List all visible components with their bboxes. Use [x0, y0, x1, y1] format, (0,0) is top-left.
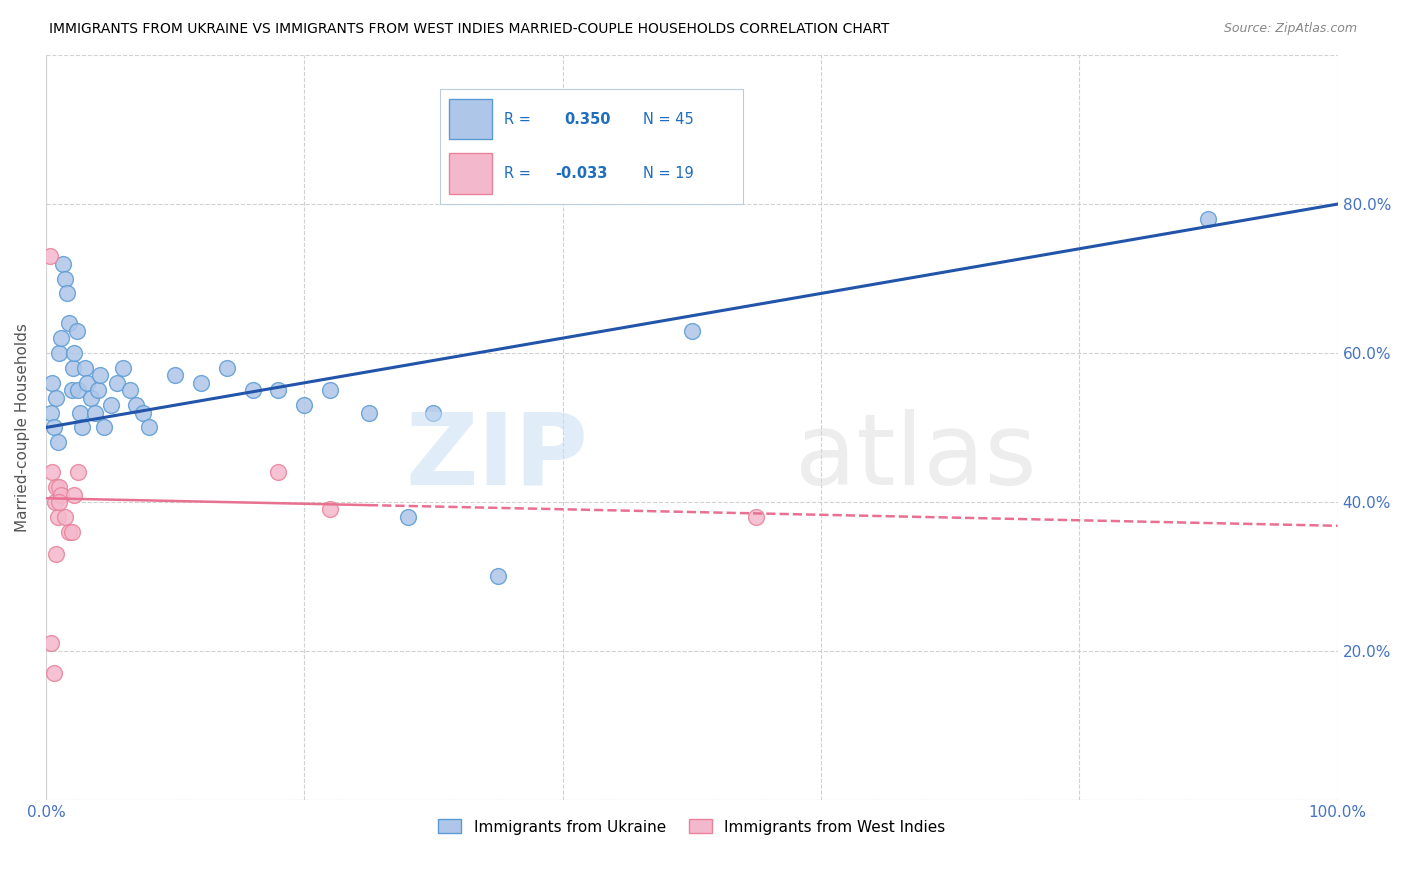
Point — [138, 420, 160, 434]
Point — [38, 249, 60, 263]
Point — [44, 495, 66, 509]
Point — [42, 420, 65, 434]
Point — [80, 391, 103, 405]
Point — [190, 376, 212, 390]
Point — [745, 509, 768, 524]
Point — [215, 360, 238, 375]
Point — [62, 360, 84, 375]
Point — [319, 384, 342, 398]
Point — [45, 480, 67, 494]
Y-axis label: Married-couple Households: Married-couple Households — [15, 323, 30, 532]
Point — [84, 406, 107, 420]
Point — [39, 636, 62, 650]
Point — [67, 465, 90, 479]
Point — [45, 391, 67, 405]
Point — [60, 524, 83, 539]
Point — [67, 384, 90, 398]
Point — [63, 346, 86, 360]
Point — [125, 398, 148, 412]
Point — [58, 316, 80, 330]
Point — [242, 384, 264, 398]
Point — [118, 384, 141, 398]
Point — [1198, 211, 1220, 226]
Legend: Immigrants from Ukraine, Immigrants from West Indies: Immigrants from Ukraine, Immigrants from… — [433, 814, 952, 840]
Point — [681, 324, 703, 338]
Text: Source: ZipAtlas.com: Source: ZipAtlas.com — [1223, 22, 1357, 36]
Point — [69, 406, 91, 420]
Point — [46, 509, 69, 524]
Point — [267, 465, 290, 479]
Point — [42, 666, 65, 681]
Point — [51, 487, 73, 501]
Point — [165, 368, 187, 383]
Point — [76, 376, 98, 390]
Text: atlas: atlas — [796, 409, 1036, 506]
Point — [89, 368, 111, 383]
Point — [48, 346, 70, 360]
Point — [486, 569, 509, 583]
Point — [53, 271, 76, 285]
Point — [319, 502, 342, 516]
Point — [357, 406, 380, 420]
Point — [100, 398, 122, 412]
Point — [48, 480, 70, 494]
Point — [86, 384, 108, 398]
Point — [93, 420, 115, 434]
Point — [267, 384, 290, 398]
Point — [105, 376, 128, 390]
Point — [292, 398, 315, 412]
Point — [132, 406, 155, 420]
Point — [73, 360, 96, 375]
Point — [51, 331, 73, 345]
Text: IMMIGRANTS FROM UKRAINE VS IMMIGRANTS FROM WEST INDIES MARRIED-COUPLE HOUSEHOLDS: IMMIGRANTS FROM UKRAINE VS IMMIGRANTS FR… — [49, 22, 890, 37]
Point — [46, 435, 69, 450]
Text: ZIP: ZIP — [405, 409, 589, 506]
Point — [45, 547, 67, 561]
Point — [53, 509, 76, 524]
Point — [60, 384, 83, 398]
Point — [422, 406, 444, 420]
Point — [112, 360, 135, 375]
Point — [63, 487, 86, 501]
Point — [70, 420, 93, 434]
Point — [396, 509, 419, 524]
Point — [39, 406, 62, 420]
Point — [41, 465, 63, 479]
Point — [55, 286, 77, 301]
Point — [41, 376, 63, 390]
Point — [48, 495, 70, 509]
Point — [58, 524, 80, 539]
Point — [52, 257, 75, 271]
Point — [66, 324, 89, 338]
